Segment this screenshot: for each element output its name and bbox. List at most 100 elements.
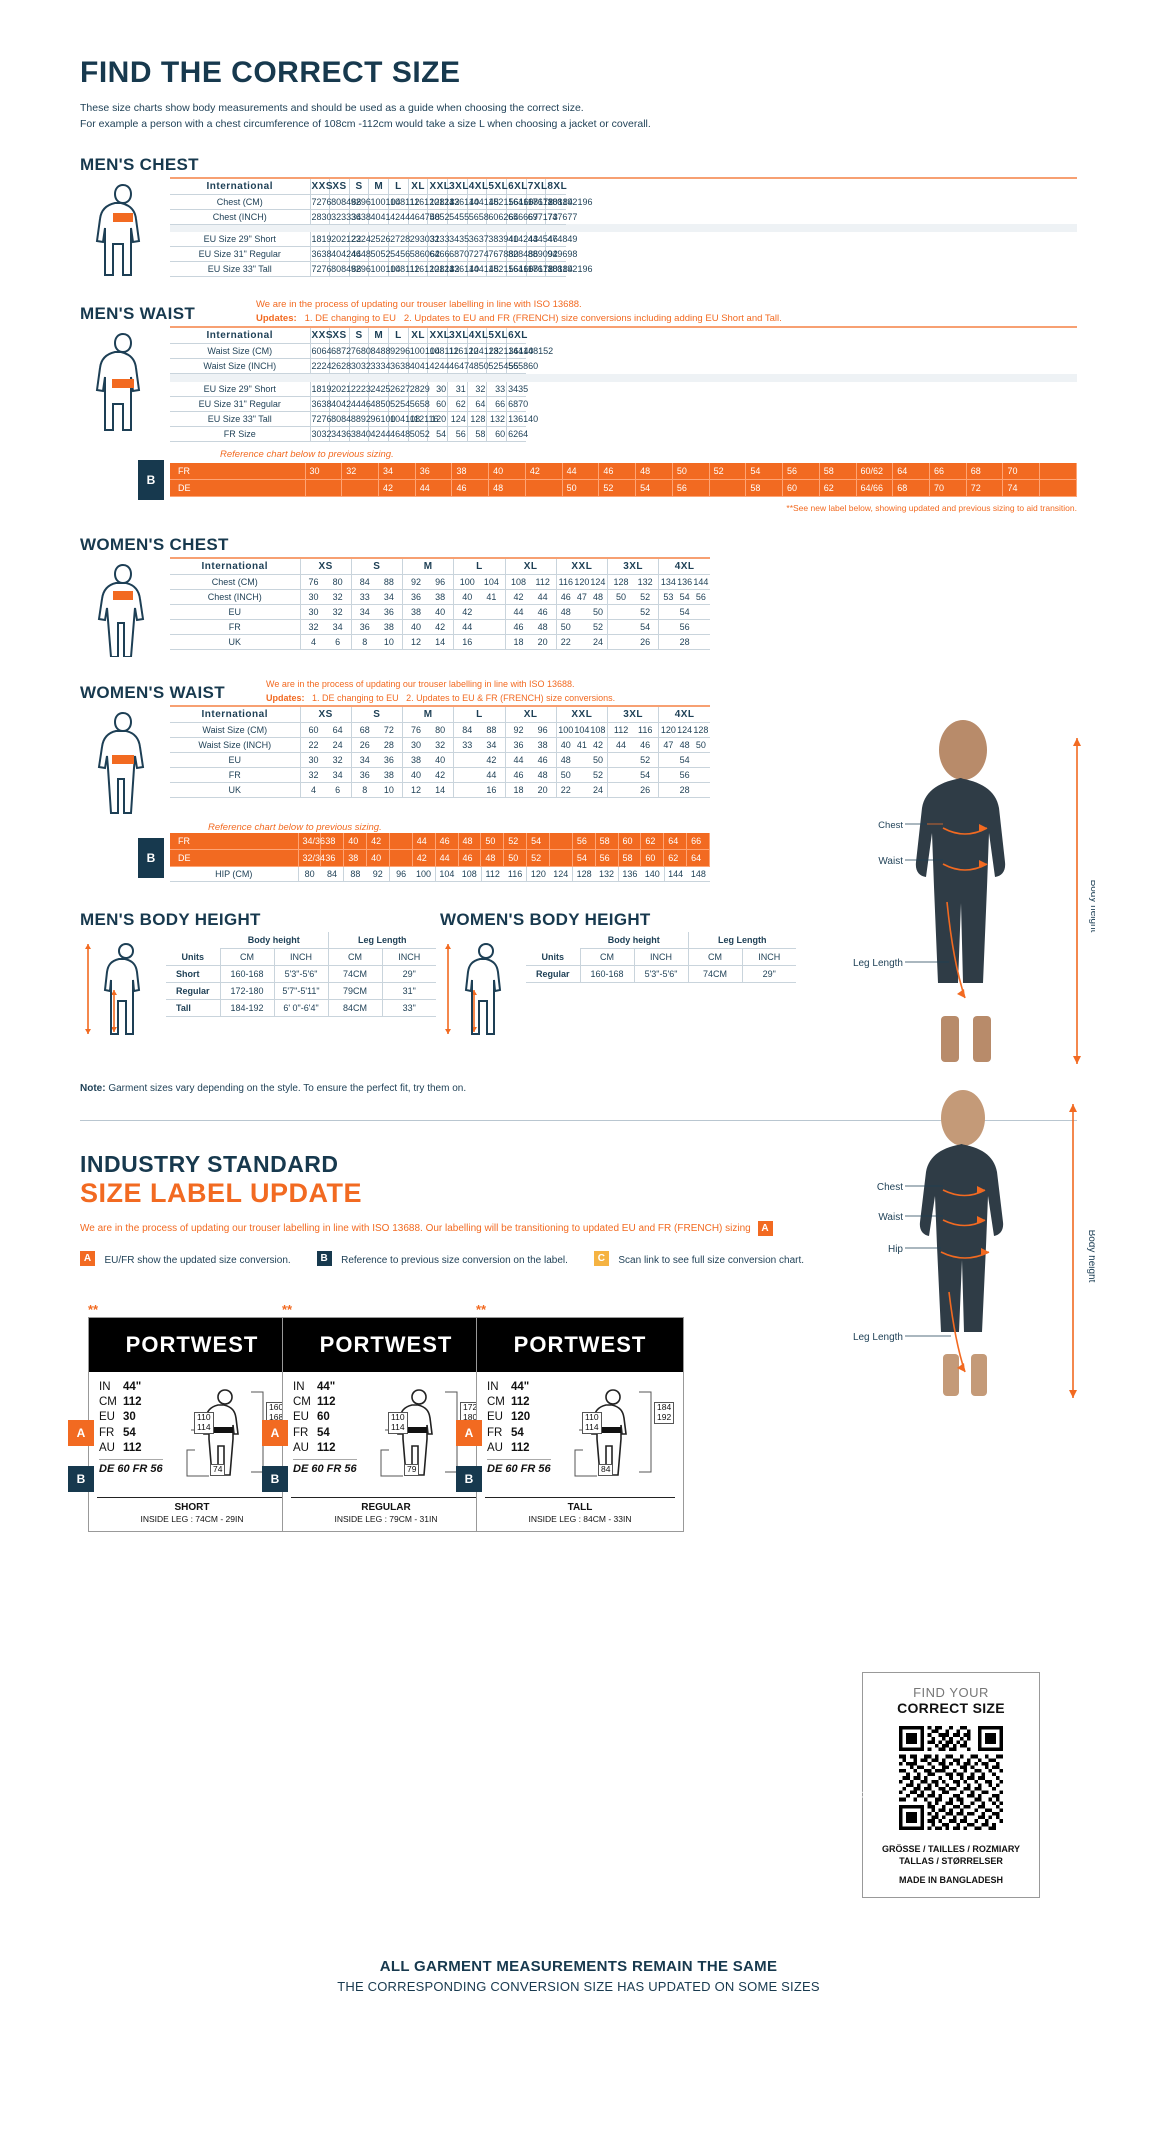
data-cell: 34 36 <box>350 604 403 621</box>
table-row: International XS S M L XL XXL 3XL 4XL <box>170 558 710 576</box>
size-col-7: 4XL <box>658 706 710 724</box>
reference-row-label: FR <box>170 833 299 851</box>
reference-cell: 70 <box>929 479 967 498</box>
female-silhouette-height <box>440 932 526 1043</box>
data-cell: 84 88 <box>350 574 403 591</box>
data-cell: 54 <box>658 752 710 769</box>
data-cell: 26 27 <box>388 381 410 397</box>
data-cell: 8 10 <box>350 634 403 651</box>
data-cell: 34 35 <box>447 232 469 248</box>
data-cell: 72 76 <box>309 194 332 210</box>
data-cell: 100 104 108 <box>555 722 608 739</box>
divider <box>80 1120 1077 1122</box>
previous-size-conversion: DE 60 FR 56 <box>487 1458 551 1477</box>
data-cell: 26 <box>606 782 659 799</box>
data-cell: 100 104 <box>368 261 401 278</box>
industry-title-2: SIZE LABEL UPDATE <box>80 1178 363 1209</box>
data-cell: 30 32 <box>348 358 371 375</box>
col-header-international: International <box>170 177 310 195</box>
row-label: Chest (INCH) <box>170 209 310 225</box>
data-cell: 46 48 <box>504 619 557 636</box>
table-row: EU 30 32 34 36 38 40 42 44 46 48 50 52 54 <box>170 604 710 621</box>
data-cell: 60 64 <box>299 722 352 739</box>
data-cell: 54 <box>658 604 710 621</box>
section-title-womens-waist: WOMEN'S WAIST <box>80 683 225 703</box>
size-col-6: 3XL <box>606 558 659 576</box>
data-cell: 5'7"-5'11" <box>274 982 329 1001</box>
data-cell: 40 41 42 <box>555 737 608 754</box>
table-mens-body-height: Body height Leg Length Units CM INCH CM … <box>166 932 436 1018</box>
svg-text:Body height: Body height <box>1088 880 1095 933</box>
table-womens-chest: International XS S M L XL XXL 3XL 4XL Ch… <box>170 557 710 651</box>
data-cell: 76 80 <box>299 574 352 591</box>
size-col-0: XXS <box>309 327 333 345</box>
data-cell: 100 104 <box>407 343 440 360</box>
data-cell: 84 <box>320 867 344 883</box>
tag-a-side: A <box>456 1420 482 1447</box>
data-cell: 92 96 <box>388 343 410 360</box>
data-cell: 12 14 <box>401 782 454 799</box>
reference-row-label: DE <box>170 479 306 498</box>
data-cell: 46 47 <box>447 358 469 375</box>
size-value-row: CM 112 <box>293 1396 336 1409</box>
size-col-6: XXL <box>427 327 450 345</box>
data-cell: 116 120 124 <box>407 261 454 278</box>
col-group-leg-length: Leg Length <box>328 932 436 950</box>
reference-cell: 52 <box>526 849 550 868</box>
data-cell: 136 <box>617 867 642 883</box>
data-cell: 64 <box>466 396 487 412</box>
data-cell: 36 38 <box>350 767 403 784</box>
data-cell: 44 46 <box>348 396 371 412</box>
size-value-row: FR 54 <box>99 1426 136 1439</box>
qr-code-icon[interactable] <box>873 1726 1029 1835</box>
reference-cell: 56 <box>572 833 596 851</box>
measurement-box: 74 <box>210 1464 226 1476</box>
size-col-6: XXL <box>427 177 450 195</box>
size-col-1: S <box>350 558 403 576</box>
size-col-2: M <box>401 558 454 576</box>
data-cell: 29" <box>382 965 436 984</box>
data-cell: 36 38 <box>504 737 557 754</box>
data-cell: 28 <box>658 782 710 799</box>
label-figure-diagram <box>167 1380 271 1489</box>
reference-cell: 60 <box>782 479 820 498</box>
qr-line-4: MADE IN BANGLADESH <box>898 1875 1003 1886</box>
tag-a-inline: A <box>757 1221 773 1237</box>
svg-text:Body height: Body height <box>1086 1230 1095 1283</box>
col-header-international: International <box>170 558 300 576</box>
data-cell: 36 38 <box>401 589 454 606</box>
data-cell: 38 40 <box>401 604 454 621</box>
reference-cell: 34 <box>378 463 416 481</box>
data-cell: 29 30 31 <box>407 232 440 248</box>
data-cell: 40 42 <box>329 396 351 412</box>
legend-text-c: Scan link to see full size conversion ch… <box>618 1255 805 1267</box>
data-cell: 88 <box>343 867 367 883</box>
note-line-1: We are in the process of updating our tr… <box>266 679 575 690</box>
data-cell: 26 28 <box>350 737 403 754</box>
row-label: Chest (CM) <box>170 574 300 591</box>
data-cell: 33 34 <box>368 358 391 375</box>
table-row: Regular 160-168 5'3"-5'6" 74CM 29" <box>526 965 796 984</box>
table-row: EU 30 32 34 36 38 40 42 44 46 48 50 52 54 <box>170 752 710 769</box>
data-cell: 76 80 <box>401 722 454 739</box>
data-cell: 46 48 <box>504 767 557 784</box>
data-cell: 140 <box>641 867 664 883</box>
table-row: EU Size 33" Tall 72 76 80 84 88 92 96 100 104 108 1… <box>170 411 1077 427</box>
table-row: FR 32 34 36 38 40 42 44 46 48 50 52 54 56 <box>170 619 710 636</box>
data-cell: 36 37 <box>466 232 489 248</box>
data-cell: 65 66 67 <box>506 209 538 225</box>
data-cell: 28 <box>658 634 710 651</box>
data-cell: 112 <box>480 867 504 883</box>
size-col-9: 5XL <box>486 177 508 195</box>
reference-cell <box>709 479 747 498</box>
table-row: Units CM INCH CM INCH <box>166 948 436 967</box>
measurement-box: 84 <box>598 1464 614 1476</box>
size-value-row: EU 30 <box>99 1411 136 1424</box>
svg-text:Hip: Hip <box>888 1244 903 1255</box>
data-cell: 76 78 80 <box>486 246 518 263</box>
data-cell: 136 140 <box>447 261 479 278</box>
data-cell: 36 38 <box>309 396 332 412</box>
note-line-1: We are in the process of updating our tr… <box>256 298 582 310</box>
table-womens-waist-reference: FR 34/36 38 40 42 44 46 48 50 52 54 56 58 60 62 64 66 DE 3… <box>170 833 710 868</box>
row-label: EU <box>170 604 300 621</box>
